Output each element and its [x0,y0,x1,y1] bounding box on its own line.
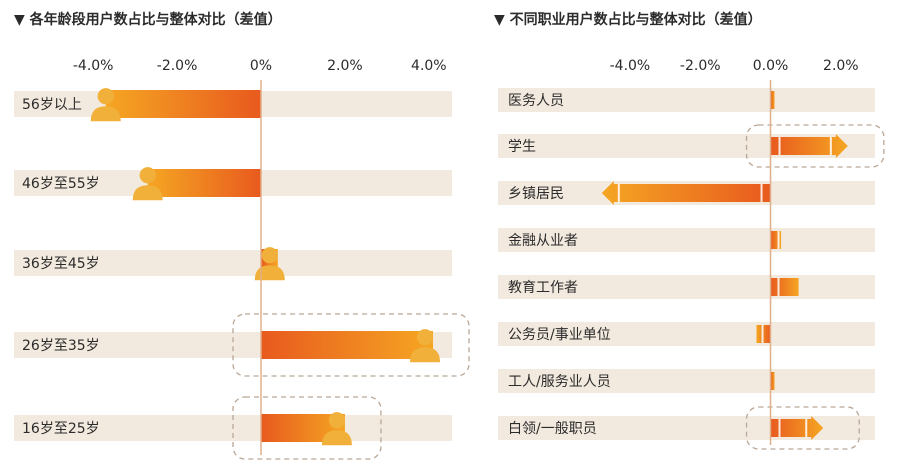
bar-stripe [778,419,781,437]
person-icon-body [132,185,163,201]
data-bar [770,231,782,249]
person-icon-head [328,412,346,429]
category-label: 56岁以上 [22,97,82,113]
person-icon [254,247,285,281]
data-bar [601,181,771,205]
person-icon-head [261,247,278,264]
category-label: 金融从业者 [508,233,578,249]
bar-stripe [777,278,780,296]
category-label: 公务员/事业单位 [508,327,611,343]
person-icon [410,329,441,363]
bar-stripe [805,419,808,437]
person-icon-head [97,88,114,105]
person-icon [132,167,163,201]
person-icon-body [321,430,352,446]
person-icon-head [139,167,156,184]
category-label: 医务人员 [508,93,564,109]
category-label: 乡镇居民 [508,186,564,202]
x-tick-label: 0.0% [753,58,789,74]
category-band [14,250,452,276]
category-label: 36岁至45岁 [22,256,100,272]
category-label: 16岁至25岁 [22,421,100,437]
bar-stripe [777,231,780,249]
person-icon-head [416,329,434,346]
highlight-box [232,396,382,460]
x-tick-label: 0% [250,58,272,74]
data-bar [261,331,434,359]
data-bar [147,169,262,197]
left-chart-panel: -4.0% -2.0% 0% 2.0% 4.0% 56岁以上 46岁至55岁 36岁至45岁 2… [14,58,470,460]
x-tick-label: -2.0% [157,58,198,74]
category-label: 教育工作者 [508,280,578,296]
category-label: 46岁至55岁 [22,176,100,192]
highlight-box [745,124,885,168]
x-tick-label: -2.0% [680,58,721,74]
person-icon-body [254,265,285,281]
right-chart-title: ▼ 不同职业用户数占比与整体对比（差值） [494,11,762,28]
x-tick-label: -4.0% [73,58,114,74]
category-band [498,322,875,346]
data-bar [105,90,262,118]
data-bar [770,416,824,440]
bar-stripe [617,184,620,202]
person-icon [321,412,352,446]
right-chart-panel: -4.0% -2.0% 0.0% 2.0% 医务人员学生乡镇居民金融从业者教育工作者公务… [498,58,885,450]
x-tick-label: 2.0% [327,58,363,74]
bar-stripe [829,137,832,155]
category-label: 26岁至35岁 [22,338,100,354]
category-band [498,88,875,112]
data-bar [770,91,775,109]
x-tick-label: -4.0% [610,58,651,74]
bar-stripe [761,325,764,343]
category-label: 学生 [508,139,536,155]
person-icon [90,88,121,122]
x-tick-label: 4.0% [411,58,447,74]
x-tick-label: 2.0% [823,58,859,74]
category-band [498,228,875,252]
person-icon-body [410,347,441,363]
category-label: 白领/一般职员 [508,421,597,437]
left-chart-title: ▼ 各年龄段用户数占比与整体对比（差值） [14,11,282,28]
data-bar [770,372,775,390]
person-icon-body [90,106,121,122]
data-bar [770,278,799,296]
data-bar [770,134,848,158]
bar-stripe [778,137,781,155]
category-band [498,275,875,299]
category-band [498,369,875,393]
bar-stripe [760,184,763,202]
category-label: 工人/服务业人员 [508,374,611,390]
